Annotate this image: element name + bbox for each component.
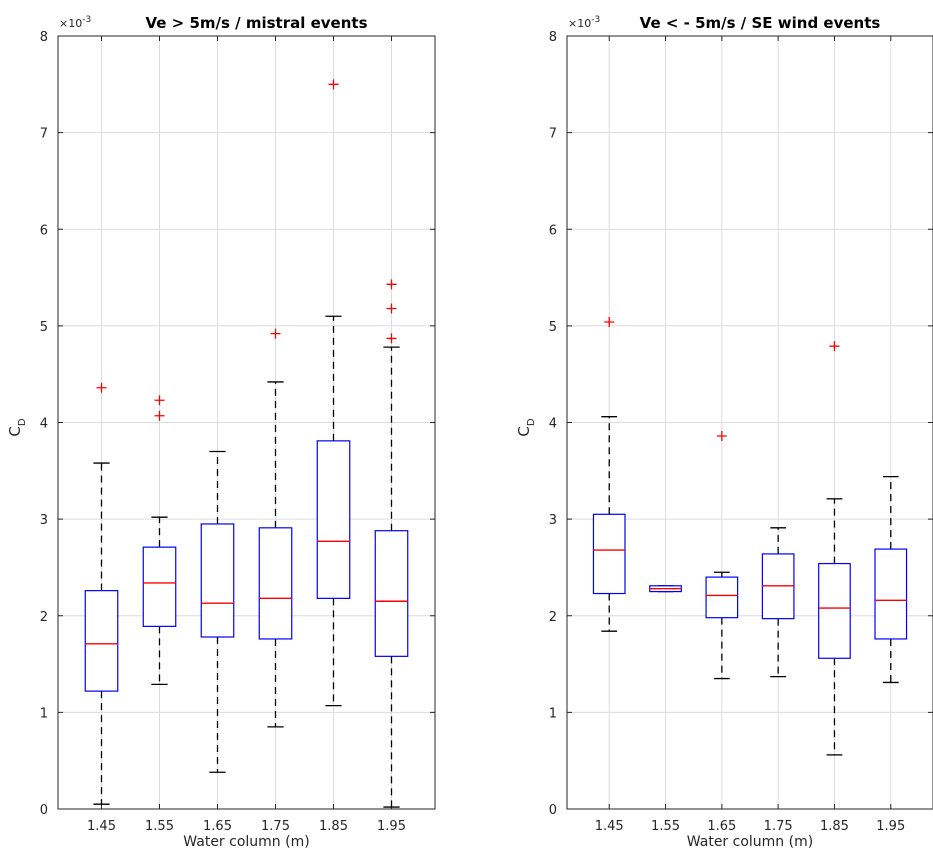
x-tick-label: 1.95 (876, 819, 905, 834)
box-iqr (818, 562, 851, 659)
x-tick-label: 1.75 (764, 819, 793, 834)
y-exponent-label: ×10-3 (59, 15, 91, 30)
y-axis-label-main: C (6, 426, 24, 436)
y-tick-label: 3 (40, 513, 48, 528)
outlier-marker (328, 79, 339, 90)
y-axis-label: CD (515, 418, 537, 436)
x-axis-label: Water column (m) (687, 834, 813, 850)
outlier-marker (96, 382, 107, 393)
x-axis-label: Water column (m) (183, 834, 309, 850)
x-tick-label: 1.75 (261, 819, 290, 834)
outlier-marker (386, 279, 397, 290)
y-tick-label: 5 (40, 320, 48, 335)
x-tick-label: 1.55 (145, 819, 174, 834)
y-exponent-base: ×10 (568, 17, 591, 30)
box-iqr (200, 523, 235, 638)
box-iqr (316, 440, 351, 599)
box-iqr (592, 513, 626, 595)
outlier-marker (154, 395, 165, 406)
y-tick-label: 0 (40, 803, 48, 818)
y-tick-label: 0 (549, 803, 557, 818)
y-tick-label: 3 (549, 513, 557, 528)
chart-title: Ve > 5m/s / mistral events (145, 14, 367, 32)
outlier-marker (386, 333, 397, 344)
outlier-marker (270, 328, 281, 339)
y-tick-label: 8 (40, 30, 48, 45)
outlier-marker (154, 410, 165, 421)
y-tick-label: 2 (549, 610, 557, 625)
outlier-marker (829, 341, 840, 352)
chart-title: Ve < - 5m/s / SE wind events (640, 14, 881, 32)
outlier-marker (604, 317, 615, 328)
x-tick-label: 1.65 (203, 819, 232, 834)
y-tick-label: 6 (40, 223, 48, 238)
box-iqr (374, 530, 409, 657)
left-panel-mistral: 0 1 2 3 4 5 6 7 8 1.45 1.55 1.65 1.75 1.85 1.95 Ve > 5m… (6, 14, 436, 850)
y-exponent-label: ×10-3 (568, 15, 600, 30)
x-tick-label: 1.65 (707, 819, 736, 834)
x-tick-label: 1.85 (319, 819, 348, 834)
y-tick-label: 2 (40, 610, 48, 625)
y-axis-label-sub: D (17, 418, 28, 426)
box-iqr (705, 576, 739, 619)
y-axis-label: CD (6, 418, 28, 436)
x-tick-label: 1.45 (595, 819, 624, 834)
box-iqr (258, 527, 293, 640)
y-tick-label: 7 (40, 127, 48, 142)
y-tick-label: 6 (549, 223, 557, 238)
x-tick-label: 1.45 (87, 819, 116, 834)
y-axis-label-sub: D (526, 418, 537, 426)
y-tick-label: 7 (549, 127, 557, 142)
y-exponent-power: -3 (82, 15, 91, 25)
y-tick-label: 1 (549, 706, 557, 721)
axes-frame (566, 35, 933, 810)
y-tick-label: 4 (549, 417, 557, 432)
y-tick-label: 5 (549, 320, 557, 335)
y-exponent-base: ×10 (59, 17, 82, 30)
y-tick-label: 1 (40, 706, 48, 721)
x-tick-label: 1.85 (820, 819, 849, 834)
box-iqr (874, 548, 908, 640)
x-tick-label: 1.55 (651, 819, 680, 834)
axes-frame (57, 35, 436, 810)
box-iqr (142, 546, 177, 627)
box-iqr (84, 590, 119, 692)
outlier-marker (386, 303, 397, 314)
y-tick-label: 8 (549, 30, 557, 45)
y-exponent-power: -3 (591, 15, 600, 25)
outlier-marker (716, 431, 727, 442)
y-tick-label: 4 (40, 417, 48, 432)
y-axis-label-main: C (515, 426, 533, 436)
x-tick-label: 1.95 (377, 819, 406, 834)
right-panel-se-wind: 0 1 2 3 4 5 6 7 8 1.45 1.55 1.65 1.75 1.85 1.95 Ve < - … (515, 14, 933, 850)
